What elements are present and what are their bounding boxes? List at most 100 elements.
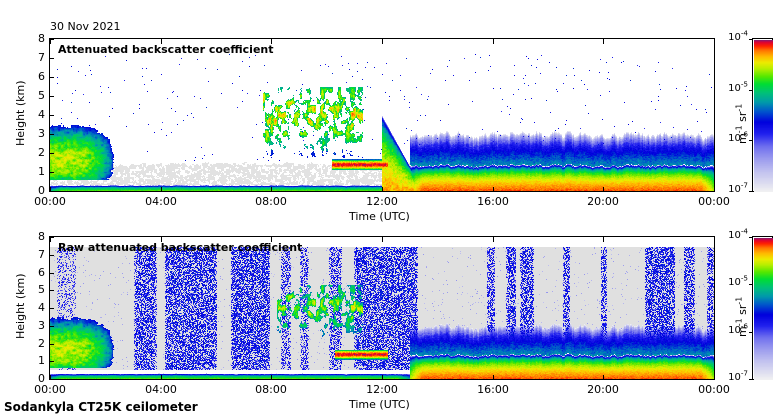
- colorbar-tick-attenuated-backscatter-0: 10-4: [708, 30, 748, 43]
- ytick-label-attenuated-backscatter-2: 2: [38, 146, 45, 159]
- xtick-mark-top-attenuated-backscatter-6: [714, 39, 715, 44]
- xtick-label-raw-attenuated-backscatter-3: 12:00: [366, 383, 398, 396]
- ytick-mark-attenuated-backscatter-3: [50, 134, 54, 135]
- ytick-label-attenuated-backscatter-0: 0: [38, 184, 45, 197]
- colorbar-unit-label-raw-attenuated-backscatter: m-1 sr-1: [734, 297, 749, 337]
- ytick-label-attenuated-backscatter-4: 4: [38, 108, 45, 121]
- ytick-mark-raw-attenuated-backscatter-7: [50, 255, 54, 256]
- ytick-mark-attenuated-backscatter-5: [50, 96, 54, 97]
- colorbar-tick-mark-raw-attenuated-backscatter-2: [749, 332, 752, 333]
- colorbar-tick-mantissa-attenuated-backscatter-0: 10: [728, 32, 741, 43]
- ytick-label-raw-attenuated-backscatter-3: 3: [38, 319, 45, 332]
- xtick-mark-top-attenuated-backscatter-2: [271, 39, 272, 44]
- colorbar-gradient-attenuated-backscatter: [754, 40, 773, 192]
- colorbar-tick-exponent-raw-attenuated-backscatter-1: -5: [740, 273, 748, 283]
- xtick-mark-attenuated-backscatter-1: [161, 187, 162, 192]
- colorbar-tick-exponent-raw-attenuated-backscatter-3: -7: [740, 368, 748, 378]
- ytick-label-raw-attenuated-backscatter-7: 7: [38, 248, 45, 261]
- xtick-label-attenuated-backscatter-1: 04:00: [145, 195, 177, 208]
- ytick-mark-attenuated-backscatter-7: [50, 58, 54, 59]
- ytick-mark-attenuated-backscatter-4: [50, 115, 54, 116]
- ytick-mark-attenuated-backscatter-8: [50, 39, 54, 40]
- xtick-mark-top-raw-attenuated-backscatter-1: [161, 237, 162, 242]
- panel-title-attenuated-backscatter: Attenuated backscatter coefficient: [58, 43, 274, 56]
- ytick-label-raw-attenuated-backscatter-0: 0: [38, 372, 45, 385]
- xtick-mark-top-raw-attenuated-backscatter-2: [271, 237, 272, 242]
- xaxis-title-raw-attenuated-backscatter: Time (UTC): [349, 398, 410, 411]
- xtick-label-attenuated-backscatter-6: 00:00: [698, 195, 730, 208]
- xtick-mark-raw-attenuated-backscatter-6: [714, 375, 715, 380]
- xtick-mark-top-raw-attenuated-backscatter-6: [714, 237, 715, 242]
- xtick-label-attenuated-backscatter-0: 00:00: [34, 195, 66, 208]
- colorbar-tick-mantissa-attenuated-backscatter-1: 10: [728, 83, 741, 94]
- ytick-label-raw-attenuated-backscatter-1: 1: [38, 354, 45, 367]
- xtick-mark-raw-attenuated-backscatter-2: [271, 375, 272, 380]
- ytick-label-attenuated-backscatter-8: 8: [38, 32, 45, 45]
- ytick-label-attenuated-backscatter-6: 6: [38, 70, 45, 83]
- xtick-mark-raw-attenuated-backscatter-3: [382, 375, 383, 380]
- ytick-label-raw-attenuated-backscatter-6: 6: [38, 266, 45, 279]
- xtick-mark-top-attenuated-backscatter-5: [603, 39, 604, 44]
- colorbar-tick-exponent-raw-attenuated-backscatter-0: -4: [740, 226, 748, 236]
- colorbar-tick-raw-attenuated-backscatter-3: 10-7: [708, 368, 748, 383]
- colorbar-tick-mark-raw-attenuated-backscatter-3: [749, 379, 752, 380]
- xtick-label-raw-attenuated-backscatter-5: 20:00: [587, 383, 619, 396]
- xtick-mark-attenuated-backscatter-4: [493, 187, 494, 192]
- xtick-mark-top-raw-attenuated-backscatter-5: [603, 237, 604, 242]
- colorbar-tick-mark-attenuated-backscatter-3: [749, 191, 752, 192]
- colorbar-tick-exponent-raw-attenuated-backscatter-2: -6: [740, 321, 748, 331]
- colorbar-tick-exponent-attenuated-backscatter-3: -7: [740, 180, 748, 190]
- ytick-mark-attenuated-backscatter-2: [50, 153, 54, 154]
- xtick-mark-attenuated-backscatter-0: [50, 187, 51, 192]
- colorbar-tick-mark-raw-attenuated-backscatter-0: [749, 237, 752, 238]
- panel-title-raw-attenuated-backscatter: Raw attenuated backscatter coefficient: [58, 241, 303, 254]
- date-label: 30 Nov 2021: [50, 20, 121, 33]
- xtick-label-attenuated-backscatter-4: 16:00: [477, 195, 509, 208]
- colorbar-unit-sr: sr: [736, 304, 749, 319]
- xtick-mark-attenuated-backscatter-5: [603, 187, 604, 192]
- ytick-label-attenuated-backscatter-1: 1: [38, 165, 45, 178]
- yaxis-title-raw-attenuated-backscatter: Height (km): [14, 273, 27, 339]
- xtick-mark-raw-attenuated-backscatter-5: [603, 375, 604, 380]
- xtick-label-raw-attenuated-backscatter-1: 04:00: [145, 383, 177, 396]
- xtick-mark-attenuated-backscatter-3: [382, 187, 383, 192]
- ytick-mark-raw-attenuated-backscatter-8: [50, 237, 54, 238]
- xtick-mark-top-attenuated-backscatter-1: [161, 39, 162, 44]
- xtick-label-attenuated-backscatter-2: 08:00: [255, 195, 287, 208]
- xtick-mark-attenuated-backscatter-2: [271, 187, 272, 192]
- colorbar-tick-exponent-attenuated-backscatter-2: -6: [740, 129, 748, 139]
- colorbar-tick-attenuated-backscatter-3: 10-7: [708, 180, 748, 195]
- colorbar-raw-attenuated-backscatter: [752, 236, 773, 380]
- heatmap-canvas-raw-attenuated-backscatter: [50, 237, 714, 379]
- colorbar-tick-mantissa-raw-attenuated-backscatter-3: 10: [728, 372, 741, 383]
- ytick-mark-raw-attenuated-backscatter-3: [50, 326, 54, 327]
- colorbar-unit-m: m: [736, 326, 749, 337]
- xtick-mark-top-attenuated-backscatter-3: [382, 39, 383, 44]
- colorbar-tick-mark-raw-attenuated-backscatter-1: [749, 284, 752, 285]
- ytick-mark-raw-attenuated-backscatter-0: [50, 379, 54, 380]
- xtick-label-raw-attenuated-backscatter-0: 00:00: [34, 383, 66, 396]
- xtick-mark-raw-attenuated-backscatter-0: [50, 375, 51, 380]
- xtick-mark-raw-attenuated-backscatter-4: [493, 375, 494, 380]
- xtick-mark-raw-attenuated-backscatter-1: [161, 375, 162, 380]
- ytick-label-raw-attenuated-backscatter-8: 8: [38, 230, 45, 243]
- xtick-label-attenuated-backscatter-3: 12:00: [366, 195, 398, 208]
- plot-area-attenuated-backscatter: [49, 38, 715, 192]
- colorbar-tick-mantissa-raw-attenuated-backscatter-2: 10: [728, 325, 741, 336]
- ytick-label-attenuated-backscatter-3: 3: [38, 127, 45, 140]
- colorbar-tick-mark-attenuated-backscatter-1: [749, 90, 752, 91]
- colorbar-tick-mantissa-attenuated-backscatter-3: 10: [728, 184, 741, 195]
- colorbar-tick-mark-attenuated-backscatter-0: [749, 39, 752, 40]
- colorbar-tick-mantissa-raw-attenuated-backscatter-1: 10: [728, 277, 741, 288]
- ytick-mark-attenuated-backscatter-1: [50, 172, 54, 173]
- ytick-mark-raw-attenuated-backscatter-1: [50, 361, 54, 362]
- colorbar-tick-mantissa-raw-attenuated-backscatter-0: 10: [728, 230, 741, 241]
- xtick-mark-attenuated-backscatter-6: [714, 187, 715, 192]
- ytick-label-raw-attenuated-backscatter-4: 4: [38, 301, 45, 314]
- xtick-label-raw-attenuated-backscatter-6: 00:00: [698, 383, 730, 396]
- heatmap-canvas-attenuated-backscatter: [50, 39, 714, 191]
- colorbar-tick-attenuated-backscatter-2: 10-6: [708, 129, 748, 144]
